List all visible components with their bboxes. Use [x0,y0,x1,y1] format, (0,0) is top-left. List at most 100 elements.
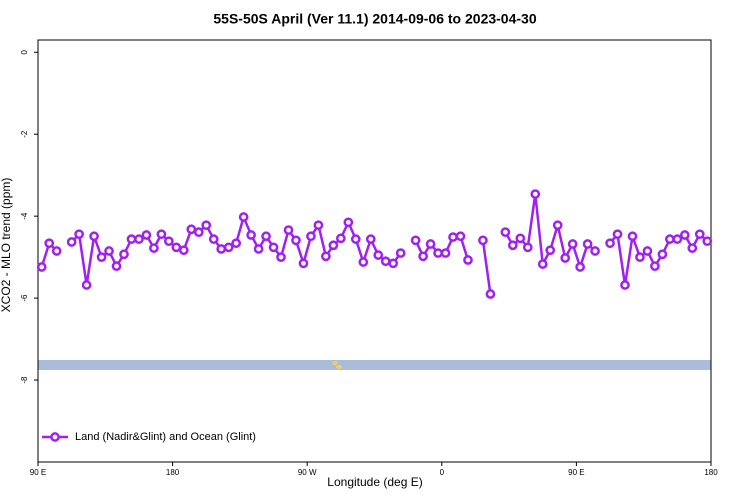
point [650,261,660,272]
point [343,217,354,228]
point [350,234,361,244]
point [96,252,107,262]
chart-title: 55S-50S April (Ver 11.1) 2014-09-06 to 2… [213,11,536,27]
point [66,237,77,247]
point [223,242,234,253]
point [261,231,271,242]
point [575,262,585,272]
point [702,236,713,247]
point [552,220,563,231]
point [36,262,47,272]
legend-marker [50,432,60,442]
point [276,252,286,262]
point [627,231,638,242]
point [134,234,144,244]
point [313,220,324,231]
x-axis-label: Longitude (deg E) [327,475,422,489]
point [605,238,615,249]
point [388,258,399,269]
point [298,258,309,269]
point [119,249,129,260]
point [665,234,675,244]
point [612,229,623,240]
point [463,255,473,265]
point [178,245,189,256]
point [478,235,488,246]
point [283,225,294,235]
point [687,243,698,253]
point [425,239,436,249]
point [642,246,653,256]
point [328,240,339,251]
point [567,239,578,249]
point [358,257,369,267]
point [186,224,197,235]
point [440,248,451,258]
point [582,239,593,249]
point [44,238,55,249]
x-tick-label: 0 [440,468,445,477]
y-axis-label: XCO2 - MLO trend (ppm) [0,178,13,313]
point [268,242,279,253]
y-tick-label: -4 [20,212,29,220]
point [336,233,346,244]
point [141,230,152,240]
point [694,229,705,240]
point [530,189,541,199]
point [216,244,227,254]
point [537,259,548,269]
point [433,248,443,258]
point [156,229,167,240]
point [164,236,174,247]
surface-band [38,360,711,370]
y-tick-label: -2 [20,130,29,138]
point [590,246,600,256]
x-tick-label: 90 E [568,468,584,477]
point [306,231,316,242]
legend-label: Land (Nadir&Glint) and Ocean (Glint) [75,431,256,443]
point [126,234,137,244]
point [485,289,496,299]
point [291,235,301,246]
point [620,280,630,290]
point [238,212,249,222]
y-tick-label: -6 [20,294,29,302]
point [365,234,376,244]
point [448,232,458,242]
land-patch [332,361,338,365]
point [201,220,212,231]
point [560,253,571,263]
land-patch [336,365,342,369]
point [395,248,406,258]
y-tick-label: 0 [20,50,29,55]
point [321,251,331,262]
point [149,243,159,253]
x-tick-label: 180 [704,468,718,477]
point [89,231,99,242]
point [455,231,466,242]
point [380,256,391,267]
point [104,246,114,256]
point [522,242,533,253]
point [545,245,556,256]
point [373,250,384,260]
point [193,227,204,238]
point [657,249,668,260]
x-tick-label: 180 [166,468,180,477]
y-tick-label: -8 [20,376,29,384]
point [74,229,84,240]
point [500,227,511,238]
point [171,242,182,253]
point [231,238,242,249]
point [208,234,219,244]
plot-frame [37,39,712,463]
point [672,234,683,244]
x-tick-label: 90 W [298,468,317,477]
point [246,230,256,240]
point [635,252,645,262]
point [253,244,264,254]
point [418,251,428,262]
point [679,230,690,240]
point [111,261,122,272]
